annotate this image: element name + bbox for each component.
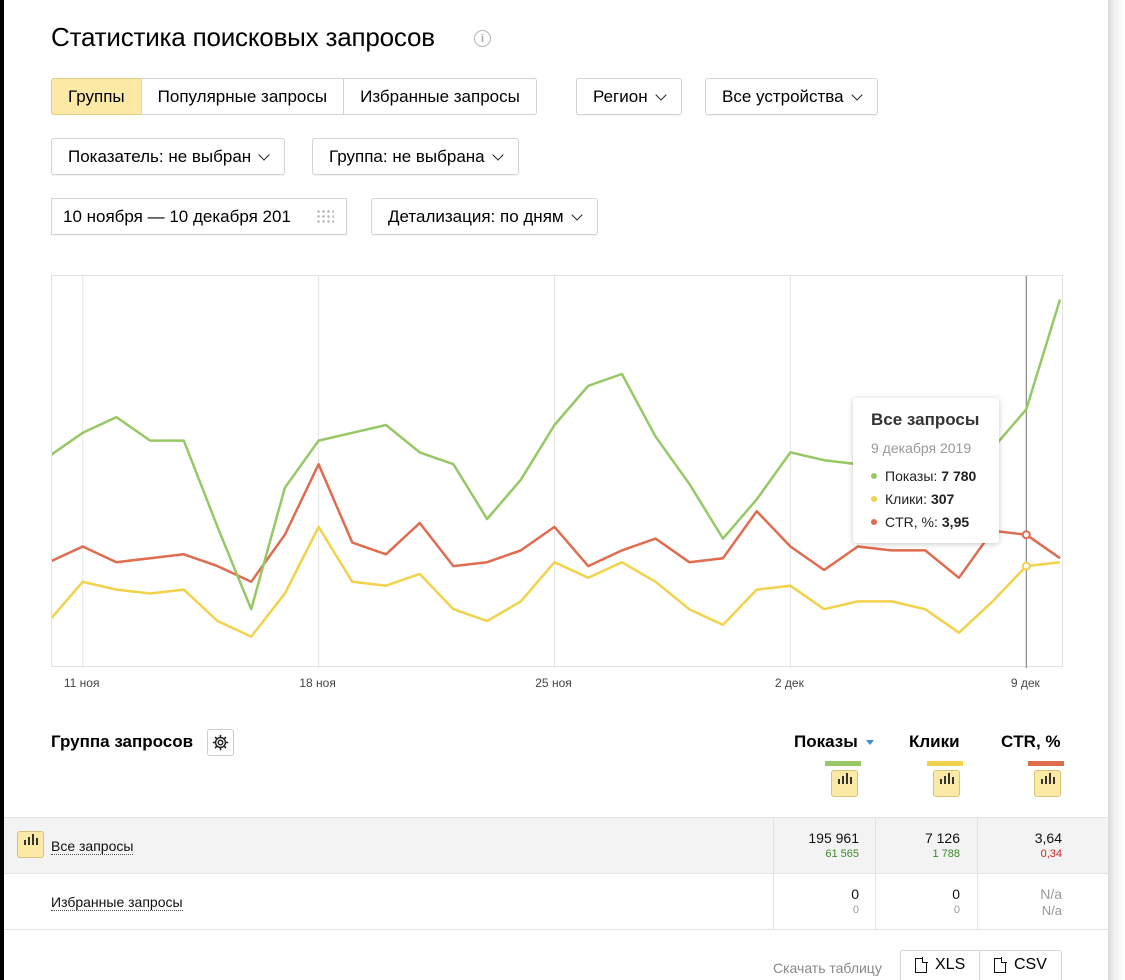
bar-chart-icon (939, 771, 955, 789)
detail-dropdown-label: Детализация: по дням (388, 206, 564, 226)
cell-clicks-delta: 0 (953, 904, 960, 916)
cell-clicks: 0 (952, 886, 960, 902)
download-xls-button[interactable]: XLS (900, 950, 981, 980)
x-tick-label: 2 дек (774, 676, 804, 690)
row-label-all-queries[interactable]: Все запросы (51, 838, 134, 855)
download-csv-label: CSV (1014, 956, 1047, 973)
tooltip-clicks-label: Клики: (885, 490, 927, 507)
date-range-input[interactable]: 10 ноября — 10 декабря 201 (51, 198, 347, 235)
sort-desc-icon (866, 740, 875, 746)
clicks-dot-icon (871, 495, 877, 502)
column-header-ctr[interactable]: CTR, % (1001, 732, 1061, 751)
hover-point-clicks (1021, 561, 1031, 571)
cell-ctr: N/a (1040, 886, 1062, 902)
row-chart-toggle-button[interactable] (17, 831, 44, 858)
tooltip-clicks-value: 307 (930, 490, 955, 507)
cell-shows: 195 961 (808, 830, 859, 846)
detail-dropdown[interactable]: Детализация: по дням (371, 198, 598, 235)
page-title: Статистика поисковых запросов (51, 22, 435, 52)
chevron-down-icon (654, 88, 667, 101)
tooltip-row-shows: Показы: 7 780 (871, 464, 999, 487)
bar-chart-icon (23, 832, 39, 850)
group-dropdown-label: Группа: не выбрана (329, 146, 485, 166)
series-line-clicks (48, 525, 1061, 638)
page: Статистика поисковых запросов i Группы П… (4, 0, 1108, 980)
bar-chart-icon (837, 771, 853, 789)
chevron-down-icon (850, 88, 863, 101)
devices-dropdown-label: Все устройства (722, 86, 844, 106)
gear-icon (212, 734, 229, 751)
tab-favorite-queries[interactable]: Избранные запросы (343, 78, 537, 115)
table-row[interactable] (4, 873, 1108, 930)
calendar-icon[interactable] (316, 209, 334, 225)
x-tick-label: 11 ноя (63, 676, 100, 690)
toggle-ctr-chart-button[interactable] (1034, 770, 1061, 797)
view-tabs: Группы Популярные запросы Избранные запр… (51, 78, 537, 115)
cell-shows-delta: 61 565 (825, 848, 859, 860)
file-icon (915, 957, 928, 973)
window-edge (1108, 0, 1125, 980)
column-header-clicks[interactable]: Клики (909, 732, 960, 751)
x-tick-label: 9 дек (1010, 676, 1040, 690)
tooltip-shows-value: 7 780 (941, 467, 977, 484)
download-table-label: Скачать таблицу (773, 960, 882, 976)
column-header-shows[interactable]: Показы (794, 732, 875, 752)
column-divider (875, 817, 876, 929)
tooltip-row-clicks: Клики: 307 (871, 487, 999, 510)
region-dropdown[interactable]: Регион (576, 78, 682, 115)
table-bottom-border (4, 929, 1108, 930)
shows-color-bar (825, 761, 861, 766)
tab-groups[interactable]: Группы (51, 78, 142, 115)
info-icon[interactable]: i (474, 30, 491, 47)
toggle-clicks-chart-button[interactable] (933, 770, 960, 797)
metric-dropdown-label: Показатель: не выбран (68, 146, 252, 166)
column-divider (773, 817, 774, 929)
tooltip-ctr-label: CTR, %: (885, 513, 938, 530)
x-axis-labels: 11 ноя 18 ноя 25 ноя 2 дек 9 дек (4, 676, 1108, 696)
shows-dot-icon (871, 472, 877, 479)
tooltip-title: Все запросы (871, 410, 980, 429)
chevron-down-icon (570, 208, 583, 221)
date-range-value: 10 ноября — 10 декабря 201 (63, 206, 291, 226)
cell-ctr-delta: N/a (1041, 903, 1062, 918)
cell-ctr: 3,64 (1034, 830, 1062, 846)
download-csv-button[interactable]: CSV (979, 950, 1062, 980)
cell-ctr-delta: 0,34 (1040, 848, 1062, 860)
cell-shows-delta: 0 (852, 904, 859, 916)
tooltip-row-ctr: CTR, %: 3,95 (871, 510, 999, 533)
cell-clicks: 7 126 (924, 830, 960, 846)
table-settings-button[interactable] (207, 729, 234, 756)
chevron-down-icon (491, 148, 504, 161)
cell-shows: 0 (851, 886, 859, 902)
table-row[interactable] (4, 817, 1108, 874)
tab-popular-queries[interactable]: Популярные запросы (140, 78, 345, 115)
region-dropdown-label: Регион (593, 86, 648, 106)
tooltip-ctr-value: 3,95 (941, 513, 970, 530)
group-column-header: Группа запросов (51, 732, 194, 751)
cell-clicks-delta: 1 788 (932, 848, 960, 860)
series-line-ctr (48, 462, 1061, 584)
ctr-color-bar (1028, 761, 1064, 766)
column-divider (977, 817, 978, 929)
bar-chart-icon (1040, 771, 1056, 789)
ctr-dot-icon (871, 518, 877, 525)
tooltip-date: 9 декабря 2019 (871, 440, 972, 456)
x-tick-label: 25 ноя (535, 676, 572, 690)
clicks-color-bar (927, 761, 963, 766)
x-tick-label: 18 ноя (299, 676, 336, 690)
chart-tooltip: Все запросы 9 декабря 2019 Показы: 7 780… (853, 398, 999, 543)
devices-dropdown[interactable]: Все устройства (705, 78, 878, 115)
column-header-shows-label: Показы (794, 732, 858, 751)
chevron-down-icon (258, 148, 270, 161)
download-xls-label: XLS (935, 956, 966, 973)
group-dropdown[interactable]: Группа: не выбрана (312, 138, 519, 175)
file-icon (994, 957, 1007, 973)
tooltip-shows-label: Показы: (885, 467, 938, 484)
metric-dropdown[interactable]: Показатель: не выбран (51, 138, 286, 175)
row-label-favorite-queries[interactable]: Избранные запросы (51, 894, 183, 911)
hover-point-ctr (1021, 530, 1031, 540)
toggle-shows-chart-button[interactable] (831, 770, 858, 797)
